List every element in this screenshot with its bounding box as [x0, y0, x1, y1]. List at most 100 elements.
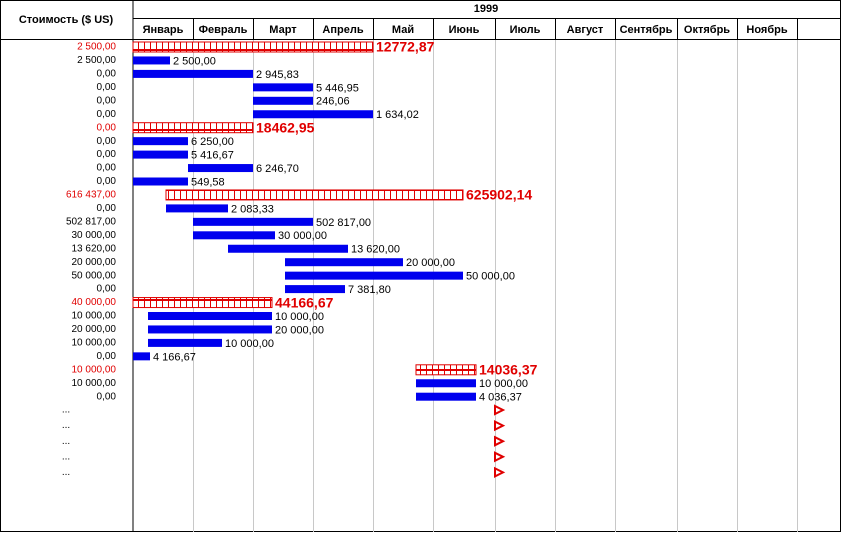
- cost-cell: 616 437,00: [66, 190, 116, 201]
- task-bar: [228, 244, 348, 253]
- task-label: 30 000,00: [278, 230, 327, 242]
- task-label: 10 000,00: [225, 338, 274, 350]
- task-bar: [188, 164, 253, 173]
- cost-cell: 0,00: [97, 203, 117, 214]
- cost-cell: 0,00: [97, 95, 117, 106]
- cost-cell: 10 000,00: [72, 364, 117, 375]
- cost-cell: ...: [62, 467, 70, 478]
- task-label: 2 500,00: [173, 55, 216, 67]
- cost-cell: ...: [62, 451, 70, 462]
- cost-cell: ...: [62, 436, 70, 447]
- cost-cell: 50 000,00: [72, 270, 117, 281]
- task-bar: [148, 325, 272, 334]
- month-header: Февраль: [199, 24, 248, 36]
- task-label: 6 246,70: [256, 163, 299, 175]
- task-bar: [133, 137, 188, 146]
- task-bar: [133, 352, 150, 361]
- summary-bar: [415, 364, 477, 376]
- task-label: 6 250,00: [191, 136, 234, 148]
- cost-cell: 13 620,00: [72, 243, 117, 254]
- task-bar: [253, 96, 313, 105]
- task-bar: [133, 177, 188, 186]
- cost-cell: 502 817,00: [66, 216, 116, 227]
- cost-cell: 40 000,00: [72, 297, 117, 308]
- task-label: 7 381,80: [348, 284, 391, 296]
- task-bar: [253, 83, 313, 92]
- task-label: 10 000,00: [479, 378, 528, 390]
- month-header: Март: [269, 24, 297, 36]
- task-bar: [193, 231, 275, 240]
- task-label: 4 036,37: [479, 392, 522, 404]
- task-bar: [133, 150, 188, 159]
- cost-header: Стоимость ($ US): [19, 14, 114, 26]
- cost-cell: 2 500,00: [77, 42, 116, 53]
- month-header: Июнь: [449, 24, 480, 36]
- task-bar: [285, 285, 345, 294]
- cost-cell: 0,00: [97, 391, 117, 402]
- cost-cell: 10 000,00: [72, 378, 117, 389]
- cost-cell: 0,00: [97, 109, 117, 120]
- task-label: 246,06: [316, 96, 350, 108]
- year-header: 1999: [474, 3, 498, 15]
- task-label: 20 000,00: [406, 257, 455, 269]
- cost-cell: 0,00: [97, 69, 117, 80]
- month-header: Июль: [510, 24, 541, 36]
- cost-cell: 0,00: [97, 284, 117, 295]
- cost-cell: 10 000,00: [72, 338, 117, 349]
- cost-cell: 20 000,00: [72, 257, 117, 268]
- cost-cell: ...: [62, 405, 70, 416]
- task-label: 2 083,33: [231, 203, 274, 215]
- continuation-arrow: [494, 404, 506, 416]
- month-header: Апрель: [322, 24, 363, 36]
- continuation-arrow: [494, 466, 506, 479]
- cost-cell: 0,00: [97, 136, 117, 147]
- summary-label: 625902,14: [466, 187, 532, 203]
- task-bar: [133, 69, 253, 78]
- task-bar: [133, 56, 170, 65]
- cost-cell: 30 000,00: [72, 230, 117, 241]
- summary-label: 44166,67: [275, 294, 334, 310]
- summary-bar: [132, 122, 254, 134]
- summary-bar: [132, 41, 374, 53]
- cost-cell: 0,00: [97, 163, 117, 174]
- summary-bar: [132, 297, 273, 309]
- cost-cell: 0,00: [97, 176, 117, 187]
- task-bar: [253, 110, 373, 119]
- task-label: 2 945,83: [256, 69, 299, 81]
- cost-cell: 0,00: [97, 149, 117, 160]
- summary-label: 12772,87: [376, 39, 435, 55]
- month-header: Сентябрь: [620, 24, 673, 36]
- task-label: 502 817,00: [316, 217, 371, 229]
- cost-cell: 0,00: [97, 351, 117, 362]
- cost-cell: 0,00: [97, 122, 117, 133]
- summary-label: 18462,95: [256, 119, 315, 135]
- task-label: 1 634,02: [376, 109, 419, 121]
- continuation-arrow: [494, 435, 506, 447]
- cost-cell: ...: [62, 420, 70, 431]
- cost-cell: 2 500,00: [77, 55, 116, 66]
- task-bar: [148, 312, 272, 320]
- task-label: 5 416,67: [191, 150, 234, 162]
- task-bar: [166, 204, 228, 213]
- month-header: Октябрь: [684, 24, 730, 36]
- task-label: 549,58: [191, 176, 225, 188]
- task-bar: [285, 258, 403, 267]
- summary-bar: [165, 189, 464, 201]
- continuation-arrow: [494, 451, 506, 463]
- task-bar: [416, 379, 476, 388]
- month-header: Май: [392, 24, 414, 36]
- summary-label: 14036,37: [479, 362, 538, 378]
- task-label: 13 620,00: [351, 244, 400, 256]
- cost-cell: 20 000,00: [72, 324, 117, 335]
- month-header: Ноябрь: [746, 24, 787, 36]
- task-label: 10 000,00: [275, 311, 324, 323]
- task-bar: [285, 271, 463, 280]
- task-label: 4 166,67: [153, 351, 196, 363]
- task-label: 5 446,95: [316, 82, 359, 94]
- task-label: 20 000,00: [275, 324, 324, 336]
- task-bar: [416, 392, 476, 401]
- continuation-arrow: [494, 419, 506, 432]
- cost-cell: 10 000,00: [72, 311, 117, 322]
- task-label: 50 000,00: [466, 271, 515, 283]
